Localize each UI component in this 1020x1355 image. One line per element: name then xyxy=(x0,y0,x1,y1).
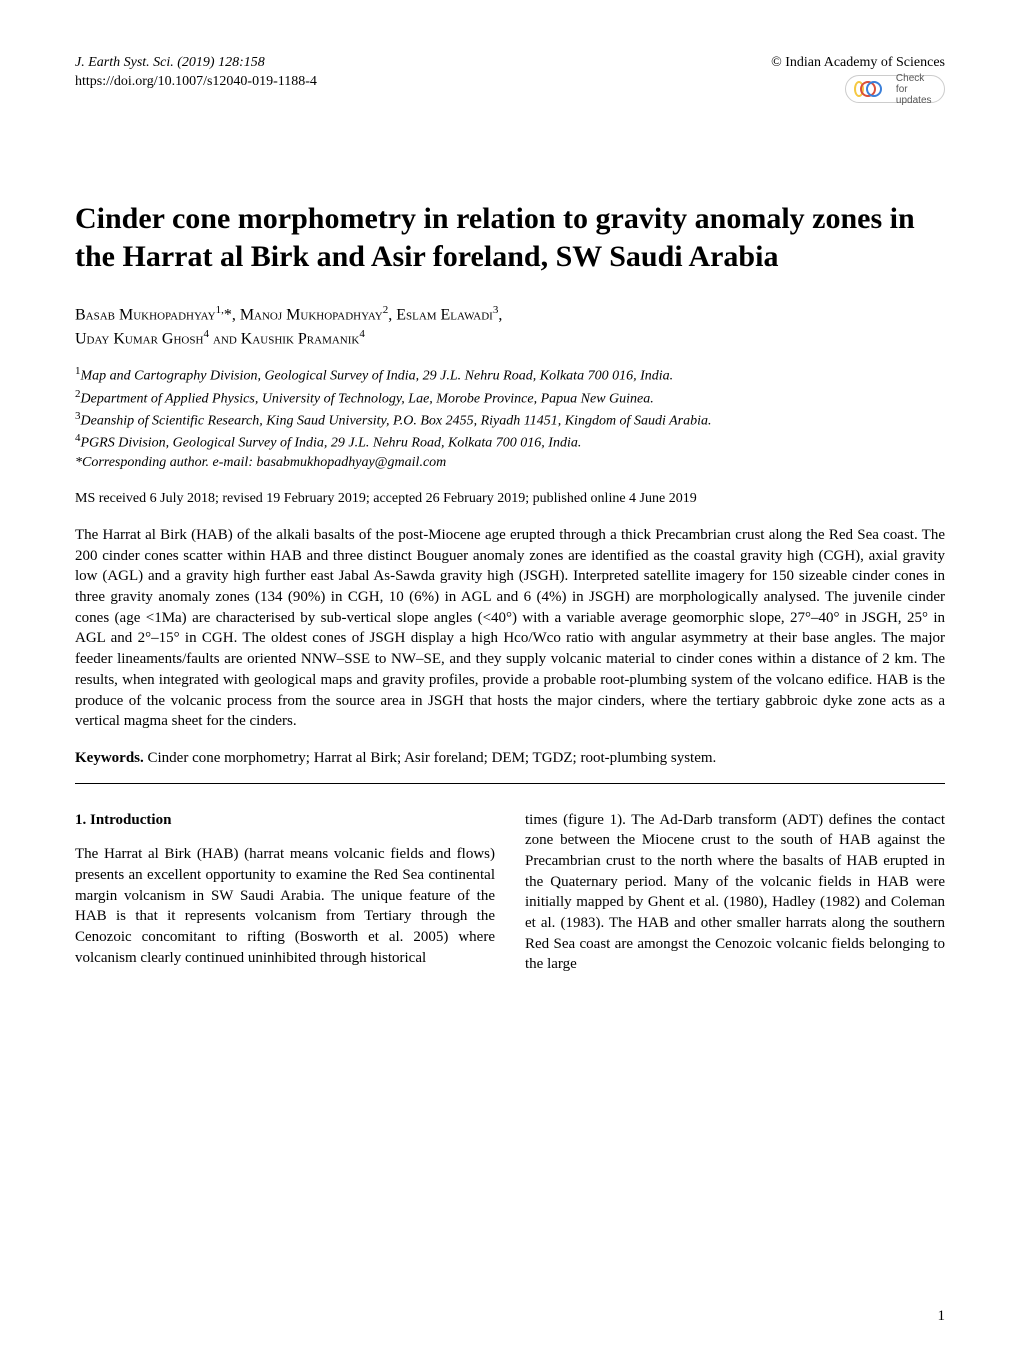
separator: , xyxy=(498,306,502,323)
right-column: times (figure 1). The Ad-Darb transform … xyxy=(525,810,945,976)
manuscript-dates: MS received 6 July 2018; revised 19 Febr… xyxy=(75,491,945,507)
affiliation-text: Map and Cartography Division, Geological… xyxy=(81,369,674,384)
body-paragraph: The Harrat al Birk (HAB) (harrat means v… xyxy=(75,844,495,968)
page-number: 1 xyxy=(938,1308,946,1325)
body-paragraph: times (figure 1). The Ad-Darb transform … xyxy=(525,810,945,976)
section-heading: 1. Introduction xyxy=(75,810,495,831)
journal-name: J. Earth Syst. Sci. xyxy=(75,55,174,70)
separator: and xyxy=(209,330,241,347)
author-name: Kaushik Pramanik xyxy=(241,330,360,347)
affil-marker: 4 xyxy=(359,328,365,340)
affiliations-block: 1Map and Cartography Division, Geologica… xyxy=(75,364,945,473)
publisher-copyright: © Indian Academy of Sciences xyxy=(771,55,945,71)
year-volume: (2019) 128:158 xyxy=(177,55,265,70)
author-name: Manoj Mukhopadhyay xyxy=(240,306,383,323)
separator: , xyxy=(388,306,396,323)
crossmark-circle-icon xyxy=(866,81,882,97)
section-divider xyxy=(75,783,945,784)
keywords-list: Cinder cone morphometry; Harrat al Birk;… xyxy=(144,750,717,766)
affiliation-text: PGRS Division, Geological Survey of Indi… xyxy=(81,436,582,451)
running-header: J. Earth Syst. Sci. (2019) 128:158 © Ind… xyxy=(75,55,945,71)
author-list: Basab Mukhopadhyay1,*, Manoj Mukhopadhya… xyxy=(75,303,945,350)
corresponding-author: *Corresponding author. e-mail: basabmukh… xyxy=(75,455,446,470)
doi-link[interactable]: https://doi.org/10.1007/s12040-019-1188-… xyxy=(75,74,945,90)
crossmark-badge[interactable]: Check for updates xyxy=(845,75,945,103)
affil-marker: 1, xyxy=(216,304,224,316)
article-title: Cinder cone morphometry in relation to g… xyxy=(75,200,945,275)
author-name: Eslam Elawadi xyxy=(396,306,493,323)
affiliation-text: Department of Applied Physics, Universit… xyxy=(81,391,654,406)
affiliation-text: Deanship of Scientific Research, King Sa… xyxy=(81,414,712,429)
keywords-label: Keywords. xyxy=(75,750,144,766)
crossmark-label: Check for updates xyxy=(896,73,936,106)
corresponding-marker: *, xyxy=(224,306,240,323)
abstract-text: The Harrat al Birk (HAB) of the alkali b… xyxy=(75,525,945,732)
author-name: Basab Mukhopadhyay xyxy=(75,306,216,323)
journal-citation: J. Earth Syst. Sci. (2019) 128:158 xyxy=(75,55,265,71)
author-name: Uday Kumar Ghosh xyxy=(75,330,203,347)
left-column: 1. Introduction The Harrat al Birk (HAB)… xyxy=(75,810,495,976)
keywords-block: Keywords. Cinder cone morphometry; Harra… xyxy=(75,748,945,769)
body-two-column: 1. Introduction The Harrat al Birk (HAB)… xyxy=(75,810,945,976)
